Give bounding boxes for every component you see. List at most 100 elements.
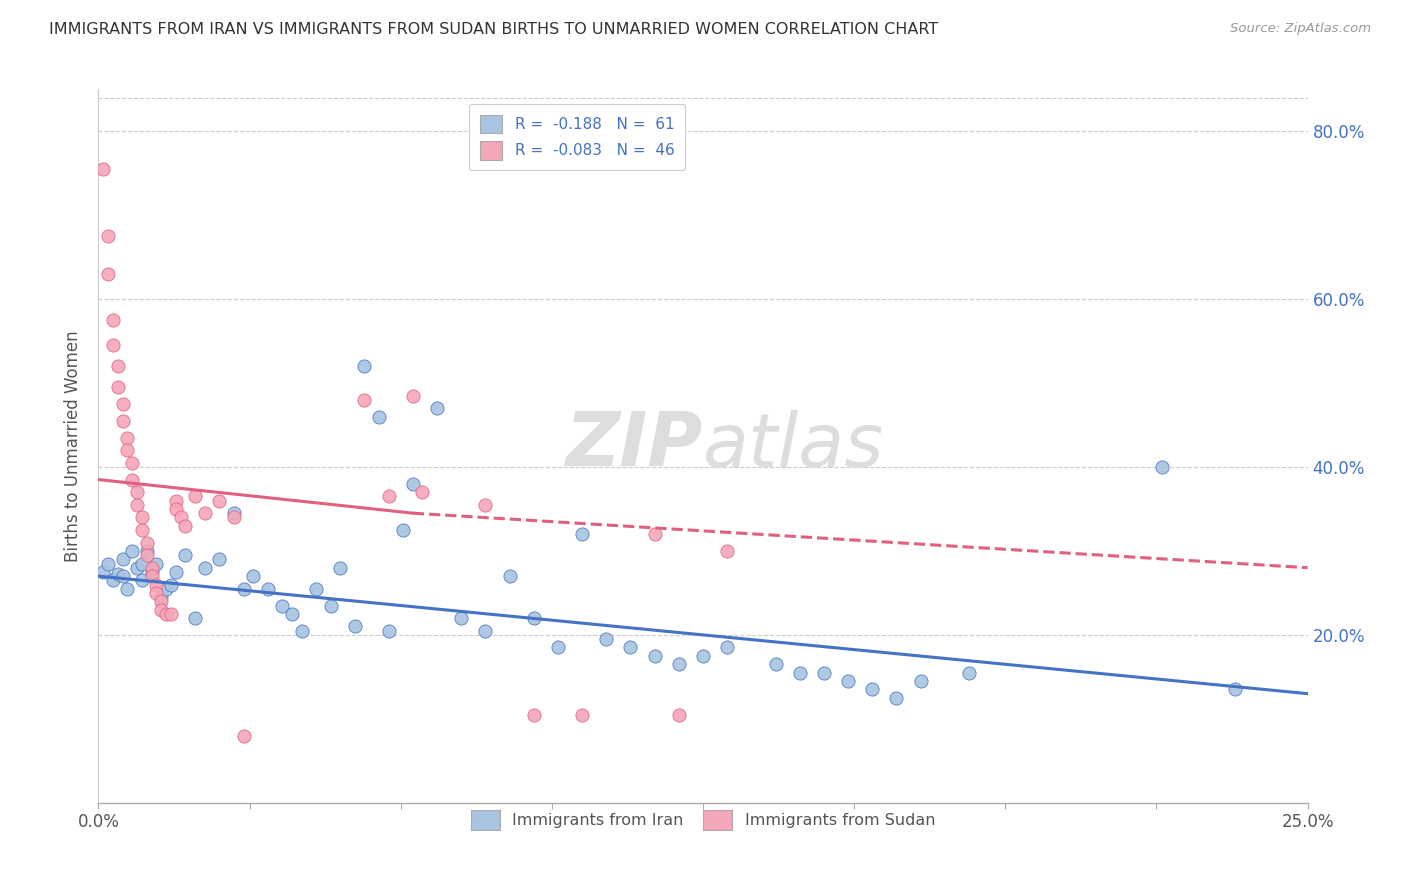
Point <box>111 397 134 411</box>
Point <box>377 624 399 638</box>
Point <box>145 577 167 591</box>
Point <box>353 392 375 407</box>
Point <box>402 476 425 491</box>
Text: ZIP: ZIP <box>565 409 703 483</box>
Point <box>789 665 811 680</box>
Point <box>523 611 546 625</box>
Point <box>571 527 593 541</box>
Point <box>194 560 217 574</box>
Point <box>208 493 231 508</box>
Point <box>474 498 496 512</box>
Point <box>319 599 342 613</box>
Point <box>290 624 312 638</box>
Point <box>353 359 375 374</box>
Point <box>242 569 264 583</box>
Point <box>121 456 143 470</box>
Point <box>910 674 932 689</box>
Point <box>165 565 187 579</box>
Point <box>860 682 883 697</box>
Point <box>101 313 124 327</box>
Point <box>101 574 124 588</box>
Point <box>155 582 177 596</box>
Point <box>117 443 139 458</box>
Point <box>232 582 254 596</box>
Point <box>184 489 207 503</box>
Point <box>450 611 472 625</box>
Point <box>595 632 617 646</box>
Point <box>127 498 149 512</box>
Text: atlas: atlas <box>703 410 884 482</box>
Point <box>91 161 114 176</box>
Point <box>174 518 197 533</box>
Point <box>498 569 520 583</box>
Point <box>426 401 449 416</box>
Point <box>174 548 197 562</box>
Point <box>256 582 278 596</box>
Point <box>150 590 173 604</box>
Point <box>107 567 129 582</box>
Point <box>716 544 738 558</box>
Point <box>668 657 690 672</box>
Point <box>121 473 143 487</box>
Point <box>765 657 787 672</box>
Point <box>107 380 129 394</box>
Text: IMMIGRANTS FROM IRAN VS IMMIGRANTS FROM SUDAN BIRTHS TO UNMARRIED WOMEN CORRELAT: IMMIGRANTS FROM IRAN VS IMMIGRANTS FROM … <box>49 22 938 37</box>
Point <box>145 586 167 600</box>
Point <box>165 493 187 508</box>
Point <box>402 389 425 403</box>
Point <box>117 431 139 445</box>
Point <box>155 607 177 621</box>
Point <box>281 607 304 621</box>
Point <box>692 648 714 663</box>
Point <box>97 557 120 571</box>
Point <box>111 569 134 583</box>
Point <box>160 577 183 591</box>
Point <box>271 599 294 613</box>
Point <box>131 510 153 524</box>
Point <box>716 640 738 655</box>
Point <box>107 359 129 374</box>
Point <box>135 544 157 558</box>
Point <box>101 338 124 352</box>
Point <box>169 510 191 524</box>
Point <box>222 510 245 524</box>
Point <box>97 229 120 244</box>
Point <box>411 485 433 500</box>
Point <box>813 665 835 680</box>
Point <box>127 560 149 574</box>
Point <box>141 569 163 583</box>
Point <box>184 611 207 625</box>
Point <box>160 607 183 621</box>
Point <box>547 640 569 655</box>
Point <box>111 552 134 566</box>
Point <box>571 707 593 722</box>
Point <box>329 560 352 574</box>
Y-axis label: Births to Unmarried Women: Births to Unmarried Women <box>65 330 83 562</box>
Point <box>1152 460 1174 475</box>
Point <box>668 707 690 722</box>
Point <box>343 619 366 633</box>
Point <box>141 565 163 579</box>
Point <box>392 523 415 537</box>
Point <box>619 640 641 655</box>
Point <box>97 267 120 281</box>
Point <box>150 603 173 617</box>
Point <box>117 582 139 596</box>
Point <box>131 574 153 588</box>
Point <box>194 506 217 520</box>
Point <box>131 523 153 537</box>
Point <box>377 489 399 503</box>
Point <box>368 409 391 424</box>
Point <box>135 535 157 549</box>
Point <box>150 594 173 608</box>
Point <box>91 565 114 579</box>
Point <box>131 557 153 571</box>
Text: Source: ZipAtlas.com: Source: ZipAtlas.com <box>1230 22 1371 36</box>
Point <box>145 557 167 571</box>
Point <box>305 582 328 596</box>
Point <box>644 648 666 663</box>
Point <box>222 506 245 520</box>
Point <box>886 690 908 705</box>
Point <box>135 548 157 562</box>
Point <box>957 665 980 680</box>
